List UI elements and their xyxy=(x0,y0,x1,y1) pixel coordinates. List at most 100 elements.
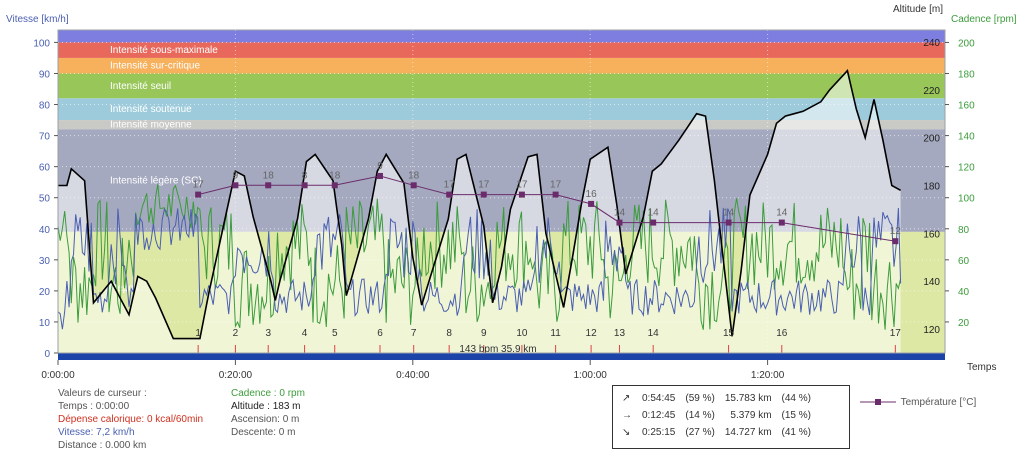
cursor-values-left: Valeurs de curseur : Temps : 0:00:00 Dép… xyxy=(58,387,203,452)
row-pct-time: (14 %) xyxy=(685,410,715,421)
lap-marker-label: 13 xyxy=(614,328,626,339)
x-axis-label: 0:20:00 xyxy=(219,370,253,380)
temperature-point xyxy=(232,182,239,189)
downhill-icon: ↘ xyxy=(622,427,631,438)
temperature-point xyxy=(892,238,899,245)
temperature-point xyxy=(195,191,202,198)
temperature-label: 14 xyxy=(648,208,660,219)
lap-marker-label: 1 xyxy=(195,328,201,339)
cursor-altitude: Altitude : 183 m xyxy=(231,401,301,412)
temperature-label: 14 xyxy=(776,208,788,219)
row-pct-dist: (41 %) xyxy=(781,427,811,438)
lap-marker-label: 15 xyxy=(723,328,735,339)
lap-marker-label: 2 xyxy=(233,328,239,339)
altitude-line xyxy=(58,69,901,340)
table-row: ↗ 0:54:45 (59 %) 15.783 km (44 %) xyxy=(617,390,816,407)
row-dist: 5.379 km xyxy=(730,410,772,421)
center-label: 143 bpm 35.9 km xyxy=(459,344,536,355)
temperature-label: 17 xyxy=(444,180,456,191)
cursor-distance: Distance : 0.000 km xyxy=(58,440,147,451)
temperature-label: 12 xyxy=(890,226,902,237)
temperature-label: 14 xyxy=(614,208,626,219)
cursor-depense: Dépense calorique: 0 kcal/60min xyxy=(58,414,204,425)
cursor-ascension: Ascension: 0 m xyxy=(231,414,300,425)
altitude-axis-label: 160 xyxy=(923,229,940,240)
temperature-point xyxy=(650,219,657,226)
speed-line xyxy=(57,207,902,330)
cadence-axis-label: 180 xyxy=(958,69,975,80)
row-time: 0:25:15 xyxy=(642,427,676,438)
zone-label: Intensité soutenue xyxy=(110,104,192,115)
left-axis-label: 100 xyxy=(33,38,50,49)
row-dist: 15.783 km xyxy=(724,393,772,404)
altitude-axis-label: 120 xyxy=(923,325,940,336)
temperature-label: 17 xyxy=(478,180,490,191)
left-axis-title: Vitesse [km/h] xyxy=(6,14,69,25)
left-axis-label: 90 xyxy=(39,69,51,80)
row-pct-dist: (44 %) xyxy=(781,393,811,404)
zone-label: Intensité seuil xyxy=(110,81,171,92)
uphill-icon: ↗ xyxy=(622,393,631,404)
cursor-title: Valeurs de curseur : xyxy=(58,388,147,399)
left-axis-label: 10 xyxy=(39,318,51,329)
cadence-axis-label: 140 xyxy=(958,132,975,143)
zone-label: Repos xyxy=(110,283,139,294)
zone-band xyxy=(58,42,945,58)
row-time: 0:54:45 xyxy=(642,393,676,404)
lap-marker-label: 14 xyxy=(648,328,660,339)
temperature-point xyxy=(552,191,559,198)
altitude-axis-label: 140 xyxy=(923,277,940,288)
temperature-label: 8 xyxy=(302,170,308,181)
temperature-label: 9 xyxy=(233,170,239,181)
flat-icon: → xyxy=(622,410,632,421)
lap-marker-label: 17 xyxy=(890,328,902,339)
altitude-axis-label: 240 xyxy=(923,38,940,49)
cursor-values-right: Cadence : 0 rpm Altitude : 183 m Ascensi… xyxy=(231,387,305,439)
temperature-point xyxy=(265,182,272,189)
table-row: → 0:12:45 (14 %) 5.379 km (15 %) xyxy=(617,407,816,424)
left-axis-label: 70 xyxy=(39,132,51,143)
temperature-legend-label: Température [°C] xyxy=(900,397,977,408)
lap-marker-label: 11 xyxy=(550,328,561,339)
temperature-label: 16 xyxy=(586,189,598,200)
chart-legend: Température [°C] xyxy=(858,397,976,408)
zone-label: Intensité sur-critique xyxy=(110,61,200,72)
workout-chart: Intensité sous-maximale Intensité sur-cri… xyxy=(6,4,1017,380)
temperature-point xyxy=(376,172,383,179)
temperature-label: 18 xyxy=(329,170,341,181)
lap-marker-label: 6 xyxy=(377,328,383,339)
temperature-label: 14 xyxy=(723,208,735,219)
zone-band xyxy=(58,98,945,121)
plot-frame xyxy=(57,29,946,354)
altitude-axis-label: 220 xyxy=(923,86,940,97)
lap-marker-label: 4 xyxy=(302,328,308,339)
cursor-cadence: Cadence : 0 rpm xyxy=(231,388,305,399)
left-axis-label: 20 xyxy=(39,287,51,298)
temperature-point xyxy=(480,191,487,198)
x-axis-title: Temps xyxy=(967,362,996,373)
zone-band xyxy=(58,73,945,99)
altitude-axis-title: Altitude [m] xyxy=(893,4,943,15)
lap-marker-label: 8 xyxy=(446,328,452,339)
zone-label: Intensité sous-maximale xyxy=(110,45,218,56)
cadence-axis-label: 60 xyxy=(958,256,970,267)
temperature-label: 17 xyxy=(516,180,528,191)
cadence-axis-label: 160 xyxy=(958,101,975,112)
temperature-label: 18 xyxy=(408,170,420,181)
altitude-axis-label: 180 xyxy=(923,182,940,193)
temperature-label: 9 xyxy=(377,161,383,172)
cadence-axis-label: 200 xyxy=(958,38,975,49)
left-axis-label: 50 xyxy=(39,194,51,205)
lap-marker-label: 5 xyxy=(332,328,338,339)
temperature-point xyxy=(410,182,417,189)
lap-marker-label: 7 xyxy=(411,328,417,339)
slope-summary-table: ↗ 0:54:45 (59 %) 15.783 km (44 %) → 0:12… xyxy=(617,390,816,441)
cursor-temps: Temps : 0:00:00 xyxy=(58,401,130,412)
cadence-axis-label: 20 xyxy=(958,318,970,329)
x-axis-label: 0:40:00 xyxy=(396,370,430,380)
temperature-point xyxy=(778,219,785,226)
altitude-area xyxy=(58,70,901,353)
temperature-point xyxy=(301,182,308,189)
lap-marker-label: 10 xyxy=(516,328,528,339)
zone-band xyxy=(58,57,945,74)
